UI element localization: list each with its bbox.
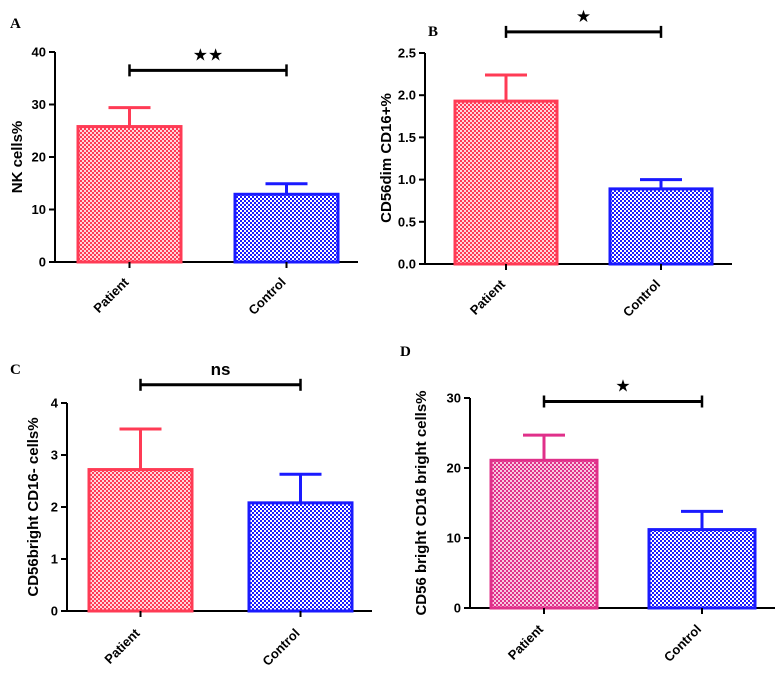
significance-label: ★ [576,7,591,26]
y-tick-label: 20 [447,461,461,476]
y-tick-label: 1 [51,552,58,567]
y-axis-label: CD56bright CD16- cells% [25,417,42,596]
bar-control [247,501,354,613]
panel-letter: A [10,16,21,32]
x-tick-label: Patient [505,621,547,663]
bar-patient [453,99,559,266]
y-tick-label: 0 [51,604,58,619]
y-tick-label: 0 [39,255,46,270]
bar-control [647,528,757,610]
y-tick-label: 2.5 [398,46,416,61]
x-tick-label: Control [620,277,663,320]
y-tick-label: 0.0 [398,257,416,272]
y-axis-label: CD56dim CD16+% [378,93,395,223]
y-tick-label: 40 [32,45,46,60]
x-tick-label: Patient [467,276,509,318]
y-axis-label: NK cells% [9,121,26,194]
y-tick-label: 4 [51,396,59,411]
x-tick-label: Patient [101,625,143,667]
y-tick-label: 20 [32,150,46,165]
x-tick-label: Patient [90,274,132,316]
bar-patient [76,125,183,264]
chart-panel-c: C CD56bright CD16- cells% 0 1 2 3 4 Patient Cont… [10,360,372,669]
significance-label: ★★ [193,45,223,64]
y-tick-label: 0.5 [398,214,416,229]
significance-label: ★ [615,377,630,396]
y-tick-label: 1.0 [398,172,416,187]
panel-letter: D [400,344,411,360]
bar-patient [489,458,599,610]
bar-patient [87,468,194,613]
y-tick-label: 0 [454,601,461,616]
y-axis-label: CD56 bright CD16 bright cells% [413,390,430,615]
panel-letter: B [428,24,438,40]
y-tick-label: 2.0 [398,88,416,103]
y-tick-label: 10 [32,202,46,217]
bar-control [233,192,340,264]
y-tick-label: 1.5 [398,130,416,145]
panel-letter: C [10,362,21,378]
x-tick-label: Control [259,626,302,669]
chart-panel-b: B CD56dim CD16+% 0.0 0.5 1.0 1.5 2.0 2.5 Patient… [378,7,732,320]
x-tick-label: Control [661,622,704,665]
chart-panel-d: D CD56 bright CD16 bright cells% 0 10 20 30 Pa… [400,344,775,665]
y-tick-label: 3 [51,448,58,463]
significance-label: ns [211,360,231,379]
x-tick-label: Control [245,275,288,318]
y-tick-label: 30 [32,97,46,112]
y-tick-label: 30 [447,391,461,406]
y-tick-label: 10 [447,531,461,546]
bar-control [608,187,714,266]
chart-panel-a: A NK cells% 0 10 20 30 40 Patient Control ★★ [9,16,358,318]
y-tick-label: 2 [51,500,58,515]
